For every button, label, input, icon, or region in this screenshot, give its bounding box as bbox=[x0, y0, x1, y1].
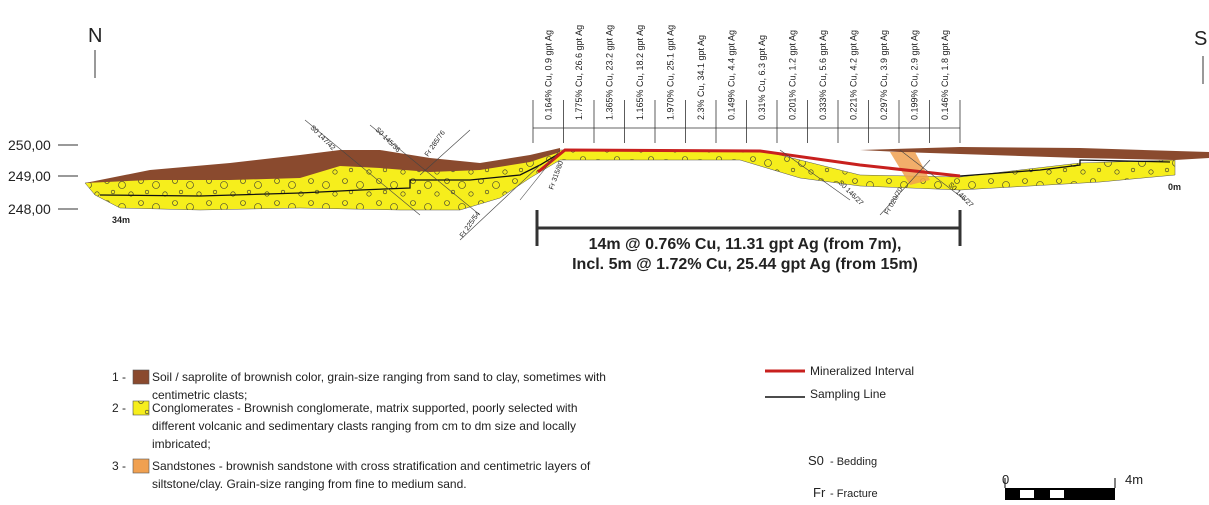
legend-text: Soil / saprolite of brownish color, grai… bbox=[152, 370, 606, 384]
legend-text: different volcanic and sedimentary clast… bbox=[152, 419, 576, 433]
sample-assay: 0.146% Cu, 1.8 gpt Ag bbox=[940, 30, 950, 120]
sample-assay: 1.365% Cu, 23.2 gpt Ag bbox=[604, 25, 614, 120]
legend-swatch bbox=[133, 459, 149, 473]
legend-text: imbricated; bbox=[152, 437, 211, 451]
scale-segment bbox=[1020, 490, 1034, 498]
elevation-label: 250,00 bbox=[8, 137, 51, 153]
distance-start: 34m bbox=[112, 215, 130, 225]
scale-segment bbox=[1050, 490, 1064, 498]
legend-swatch bbox=[133, 401, 149, 415]
elevation-label: 248,00 bbox=[8, 201, 51, 217]
sample-assay: 0.164% Cu, 0.9 gpt Ag bbox=[543, 30, 553, 120]
legend-text: siltstone/clay. Grain-size ranging from … bbox=[152, 477, 467, 491]
scale-bar bbox=[1005, 478, 1115, 500]
legend-label: Mineralized Interval bbox=[810, 364, 914, 378]
scale-start: 0 bbox=[1002, 472, 1009, 487]
legend-number: 1 - bbox=[112, 370, 126, 384]
sample-assay: 0.221% Cu, 4.2 gpt Ag bbox=[848, 30, 858, 120]
structure-label: S0 145/36 bbox=[374, 126, 402, 154]
legend-text: centimetric clasts; bbox=[152, 388, 247, 402]
sample-assay: 0.297% Cu, 3.9 gpt Ag bbox=[879, 30, 889, 120]
conglomerate bbox=[85, 150, 1175, 210]
south: S bbox=[1194, 28, 1207, 50]
sample-assay: 1.970% Cu, 25.1 gpt Ag bbox=[665, 25, 675, 120]
labels: N S bbox=[88, 25, 1207, 84]
abbr-meaning: - Fracture bbox=[830, 488, 878, 500]
intercept: 14m @ 0.76% Cu, 11.31 gpt Ag (from 7m), bbox=[589, 236, 902, 253]
sample-assay: 0.31% Cu, 6.3 gpt Ag bbox=[757, 35, 767, 120]
sample-columns: 0.164% Cu, 0.9 gpt Ag 1.775% Cu, 26.6 gpt… bbox=[533, 25, 960, 143]
legend-label: Sampling Line bbox=[810, 387, 886, 401]
elevation-label: 249,00 bbox=[8, 168, 51, 184]
sample-assay: 0.199% Cu, 2.9 gpt Ag bbox=[909, 30, 919, 120]
sample-assay: 1.775% Cu, 26.6 gpt Ag bbox=[574, 25, 584, 120]
legend-text: Sandstones - brownish sandstone with cro… bbox=[152, 459, 591, 473]
scale-end: 4m bbox=[1125, 472, 1143, 487]
sample-assay: 0.201% Cu, 1.2 gpt Ag bbox=[787, 30, 797, 120]
legend: 1 - Soil / saprolite of brownish color, g… bbox=[112, 370, 606, 491]
abbr-meaning: - Bedding bbox=[830, 456, 877, 468]
sample-assay: 0.333% Cu, 5.6 gpt Ag bbox=[818, 30, 828, 120]
sample-assay: 0.149% Cu, 4.4 gpt Ag bbox=[726, 30, 736, 120]
cross-section: N S 250,00 249,00 248,00 0.164% Cu, 0.9 gp… bbox=[0, 0, 1209, 505]
legend-number: 2 - bbox=[112, 401, 126, 415]
structure-label: Fr 020/70 bbox=[884, 186, 905, 216]
structure-label: Fr 225/54 bbox=[459, 211, 482, 240]
distance-end: 0m bbox=[1168, 182, 1181, 192]
intercept: Incl. 5m @ 1.72% Cu, 25.44 gpt Ag (from … bbox=[572, 256, 918, 273]
abbr-code: S0 bbox=[808, 453, 824, 468]
legend-text: Conglomerates - Brownish conglomerate, m… bbox=[152, 401, 578, 415]
north: N bbox=[88, 25, 102, 47]
legend-number: 3 - bbox=[112, 459, 126, 473]
abbr-code: Fr bbox=[813, 485, 826, 500]
structure-label: S0 147/42 bbox=[309, 124, 337, 152]
sample-assay: 2.3% Cu, 34.1 gpt Ag bbox=[696, 35, 706, 120]
sample-assay: 1.165% Cu, 18.2 gpt Ag bbox=[635, 25, 645, 120]
legend-swatch bbox=[133, 370, 149, 384]
elevation-axis: 250,00 249,00 248,00 bbox=[8, 137, 78, 217]
